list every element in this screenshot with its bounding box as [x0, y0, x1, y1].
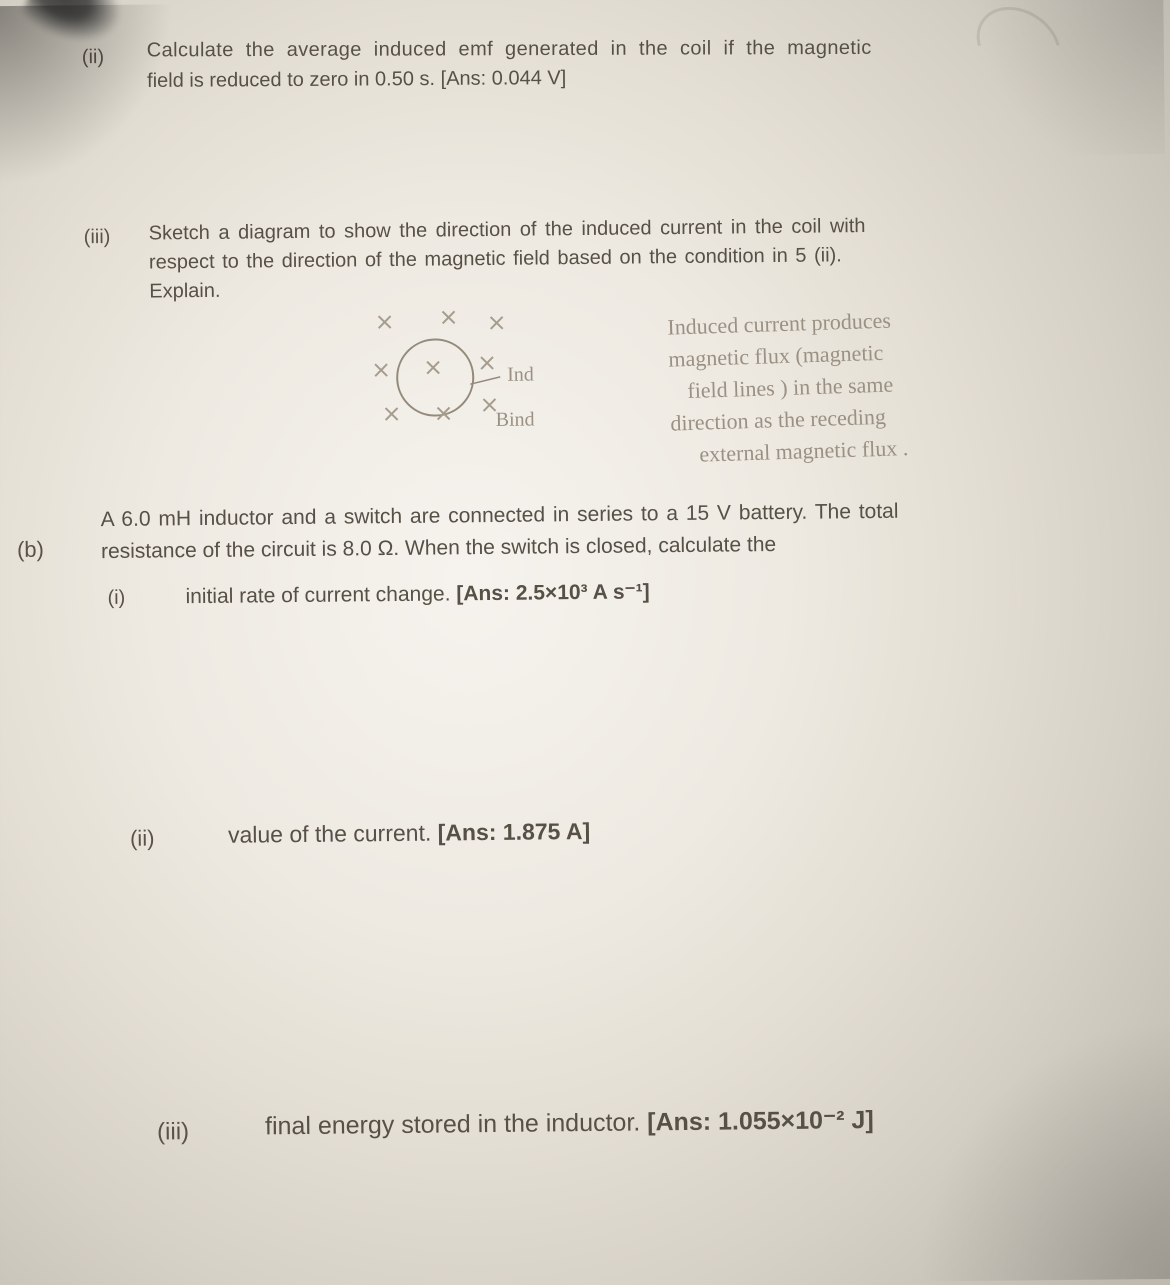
hand-l5: external magnetic flux . [699, 432, 909, 470]
question-b-iii: (iii) final energy stored in the inducto… [157, 1102, 1157, 1112]
handwritten-answer: Induced current produces magnetic flux (… [667, 304, 909, 471]
sketch-label-ind: Ind [507, 364, 534, 387]
b-iii-text: final energy stored in the inductor. [265, 1108, 647, 1140]
vignette [914, 1019, 1170, 1282]
coil-sketch [314, 298, 576, 461]
b-i-text: initial rate of current change. [185, 582, 456, 608]
q-iii-line2: respect to the direction of the magnetic… [149, 242, 1069, 275]
q-iii-line1: Sketch a diagram to show the direction o… [149, 213, 1069, 246]
q-ii-line2: field is reduced to zero in 0.50 s. [Ans… [147, 64, 1047, 93]
q-iii-line3: Explain. [149, 271, 1069, 304]
sketch-label-bind: Bind [496, 409, 535, 432]
question-b-ii: (ii) value of the current. [Ans: 1.875 A… [130, 812, 1130, 822]
question-iii: (iii) Sketch a diagram to show the direc… [84, 213, 1084, 223]
b-iii-ans: [Ans: 1.055×10⁻² J] [647, 1106, 874, 1136]
b-i-ans: [Ans: 2.5×10³ A s⁻¹] [456, 580, 650, 605]
label-iii: (iii) [84, 226, 111, 249]
b-ii-ans: [Ans: 1.875 A] [438, 818, 591, 846]
question-b-i: (i) initial rate of current change. [Ans… [107, 575, 1107, 585]
question-ii: (ii) Calculate the average induced emf g… [82, 33, 1082, 43]
label-b-iii: (iii) [157, 1118, 189, 1146]
label-b: (b) [17, 537, 44, 563]
pen-silhouette [14, 0, 143, 75]
b-line2: resistance of the circuit is 8.0 Ω. When… [101, 530, 1101, 564]
label-ii: (ii) [82, 46, 104, 69]
label-b-ii: (ii) [130, 826, 155, 852]
worksheet-page: (ii) Calculate the average induced emf g… [0, 0, 1170, 1285]
b-ii-text: value of the current. [228, 820, 438, 848]
q-ii-line1: Calculate the average induced emf genera… [147, 36, 1047, 62]
b-line1: A 6.0 mH inductor and a switch are conne… [101, 498, 1101, 532]
label-b-i: (i) [107, 587, 125, 610]
part-b: (b) A 6.0 mH inductor and a switch are c… [69, 498, 1109, 509]
